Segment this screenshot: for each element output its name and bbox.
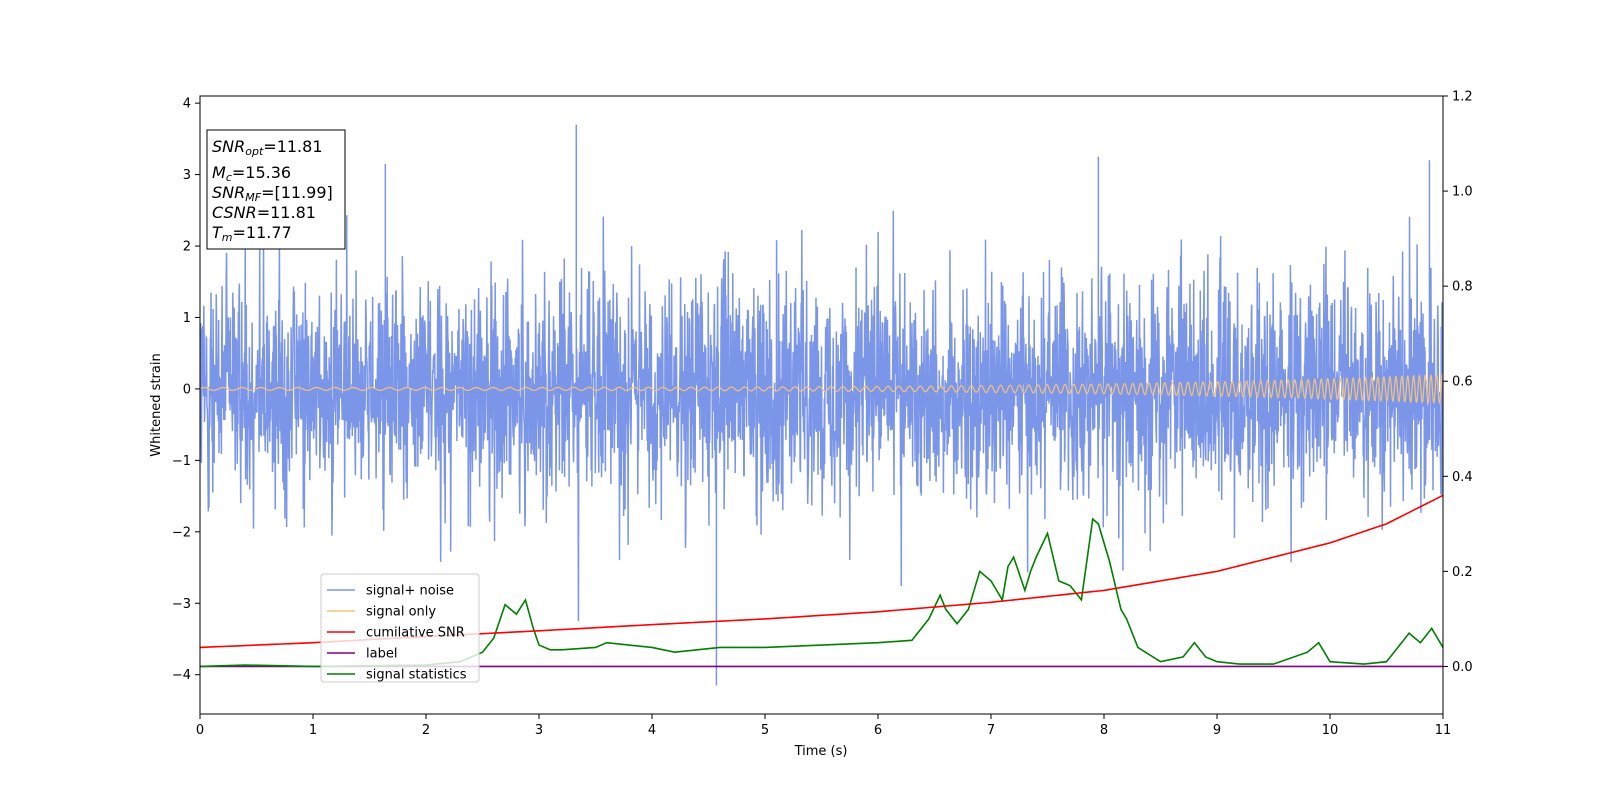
y2-tick-label: 0.4 [1452,470,1473,485]
info-mc: Mc=15.36 [212,163,291,184]
y-axis-title: Whitened strain [149,353,164,456]
series-signal-statistics [200,517,1443,668]
x-tick-label: 4 [648,723,656,738]
legend-label: signal+ noise [366,584,454,599]
y-axis-right: 1.2 1.0 0.8 0.6 0.4 0.2 0.0 [1443,90,1473,675]
info-box-frame [206,129,346,250]
y-axis-left: 4 3 2 1 0 −1 −2 −3 −4 [172,97,200,683]
x-tick-label: 6 [874,723,882,738]
y2-tick-label: 0.8 [1452,280,1473,295]
x-tick-label: 8 [1100,723,1108,738]
info-csnr: CSNR=11.81 [212,203,316,222]
y-tick-label: −3 [172,597,191,612]
series-signal-only [200,373,1443,405]
y-tick-label: 0 [183,382,191,397]
info-box: SNRopt=11.81 Mc=15.36 SNRMF=[11.99] CSNR… [206,129,346,250]
legend-label: signal only [366,605,436,620]
x-tick-label: 3 [535,723,543,738]
legend-label: cumilative SNR [366,626,465,641]
legend: signal+ noise signal only cumilative SNR la… [320,573,480,683]
x-tick-label: 2 [422,723,430,738]
y2-tick-label: 0.6 [1452,375,1473,390]
y-tick-label: 1 [183,311,191,326]
x-tick-label: 11 [1435,723,1452,738]
y2-tick-label: 0.0 [1452,660,1473,675]
y2-tick-label: 1.2 [1452,90,1473,105]
y2-tick-label: 1.0 [1452,185,1473,200]
x-axis-title: Time (s) [794,744,848,759]
y-tick-label: −1 [172,454,191,469]
x-axis: 0 1 2 3 4 5 6 7 8 9 10 11 [196,714,1451,738]
y-tick-label: 4 [183,97,191,112]
y-tick-label: −4 [172,668,191,683]
x-tick-label: 10 [1322,723,1339,738]
y-tick-label: 3 [183,168,191,183]
info-snr-opt: SNRopt=11.81 [212,137,323,158]
x-tick-label: 0 [196,723,204,738]
y-tick-label: 2 [183,240,191,255]
legend-label: label [366,647,397,662]
x-tick-label: 5 [761,723,769,738]
legend-label: signal statistics [366,668,467,683]
x-tick-label: 9 [1213,723,1221,738]
plot-frame [199,95,1444,715]
legend-frame [320,573,480,683]
y2-tick-label: 0.2 [1452,565,1473,580]
info-snr-mf: SNRMF=[11.99] [212,183,333,204]
x-tick-label: 7 [987,723,995,738]
series-signal-noise [200,124,1443,686]
y-tick-label: −2 [172,525,191,540]
x-tick-label: 1 [309,723,317,738]
info-tm: Tm=11.77 [212,223,292,244]
